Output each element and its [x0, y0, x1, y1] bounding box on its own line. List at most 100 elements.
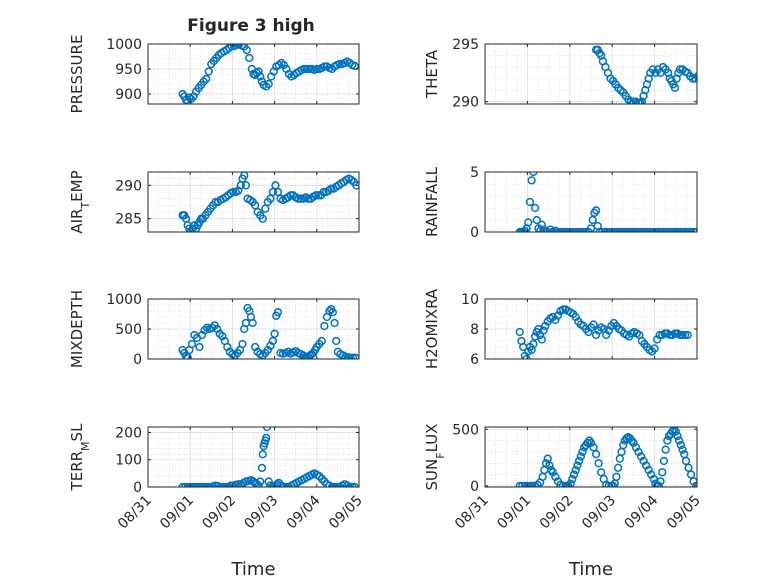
- data-point: [658, 227, 668, 232]
- data-point: [350, 482, 359, 487]
- y-tick-label: 500: [115, 322, 142, 338]
- data-point: [183, 353, 192, 359]
- data-point: [561, 227, 570, 232]
- data-point: [196, 482, 205, 487]
- y-axis-label-6: RAINFALL: [423, 166, 441, 237]
- data-point: [681, 227, 691, 232]
- data-point: [191, 482, 200, 487]
- y-tick-label: 100: [115, 453, 142, 469]
- data-point: [589, 443, 598, 452]
- data-point: [304, 194, 313, 203]
- data-point: [659, 456, 669, 466]
- data-point: [678, 445, 687, 454]
- data-point: [613, 463, 623, 472]
- data-point: [515, 327, 524, 337]
- data-point: [185, 93, 194, 102]
- data-point: [202, 74, 211, 84]
- data-point: [186, 482, 195, 487]
- data-point: [663, 436, 672, 445]
- data-point: [674, 227, 683, 232]
- data-point: [527, 176, 536, 185]
- data-point: [608, 227, 617, 232]
- data-point: [346, 353, 355, 359]
- y-tick-label: 0: [470, 479, 479, 495]
- data-point: [248, 318, 257, 328]
- data-point: [317, 336, 327, 346]
- data-point: [240, 172, 249, 180]
- data-point: [234, 480, 243, 487]
- data-point: [345, 482, 354, 487]
- data-point: [312, 64, 321, 74]
- data-point: [661, 445, 670, 454]
- data-point: [630, 227, 640, 232]
- data-point: [256, 72, 265, 81]
- data-point: [676, 227, 686, 232]
- data-point: [523, 481, 532, 487]
- y-tick-label: 500: [452, 422, 479, 438]
- data-point: [556, 227, 565, 232]
- data-point: [655, 330, 664, 340]
- data-point: [530, 332, 540, 341]
- data-point: [684, 463, 693, 472]
- subplot-6: 0 5 RAINFALL: [423, 165, 698, 241]
- data-point: [597, 468, 606, 477]
- data-point: [328, 308, 337, 317]
- data-point: [525, 197, 535, 207]
- data-point: [203, 482, 213, 487]
- data-point: [311, 191, 321, 200]
- data-point: [591, 206, 601, 215]
- y-tick-label: 290: [452, 95, 479, 111]
- data-point: [352, 181, 359, 190]
- subplot-7: 6 8 10 H2OMIXRA: [423, 288, 698, 369]
- data-point: [258, 214, 267, 223]
- data-point: [692, 227, 697, 232]
- data-point: [522, 354, 531, 359]
- data-point: [664, 227, 673, 232]
- series-markers-1: [178, 44, 359, 104]
- data-point: [545, 461, 554, 470]
- data-point: [183, 482, 192, 487]
- series-markers-3: [178, 303, 359, 359]
- data-point: [571, 465, 580, 475]
- data-point: [638, 227, 647, 232]
- data-point: [325, 481, 334, 487]
- series-markers-2: [178, 172, 359, 232]
- data-point: [693, 72, 697, 81]
- data-point: [537, 335, 546, 344]
- data-point: [579, 227, 588, 232]
- data-point: [676, 440, 686, 450]
- data-point: [229, 187, 238, 197]
- data-point: [201, 482, 210, 487]
- data-point: [558, 227, 568, 232]
- data-point: [558, 305, 568, 314]
- data-point: [591, 450, 601, 459]
- data-point: [227, 44, 236, 51]
- data-point: [620, 227, 630, 232]
- data-point: [670, 329, 680, 338]
- x-axis-label: Time: [230, 559, 275, 580]
- data-point: [213, 482, 223, 487]
- data-point: [641, 227, 650, 232]
- series-markers-8: [515, 427, 697, 487]
- data-point: [671, 227, 680, 232]
- data-point: [613, 227, 622, 232]
- data-point: [272, 480, 282, 487]
- data-point: [569, 227, 578, 232]
- data-point: [256, 477, 265, 486]
- y-tick-label: 10: [461, 292, 479, 308]
- y-tick-label: 285: [115, 212, 142, 228]
- y-axis-label-8: SUNFLUX: [423, 424, 447, 491]
- data-point: [264, 79, 273, 89]
- data-point: [305, 64, 314, 74]
- data-point: [618, 227, 627, 232]
- y-tick-label: 900: [115, 87, 142, 103]
- data-point: [673, 431, 682, 441]
- y-axis-label-4: TERRMSL: [68, 423, 92, 492]
- data-point: [574, 227, 583, 232]
- y-tick-label: 200: [115, 425, 142, 441]
- data-point: [569, 470, 579, 479]
- data-point: [581, 227, 591, 232]
- data-point: [686, 227, 696, 232]
- y-tick-label: 5: [470, 165, 479, 181]
- data-point: [341, 352, 350, 359]
